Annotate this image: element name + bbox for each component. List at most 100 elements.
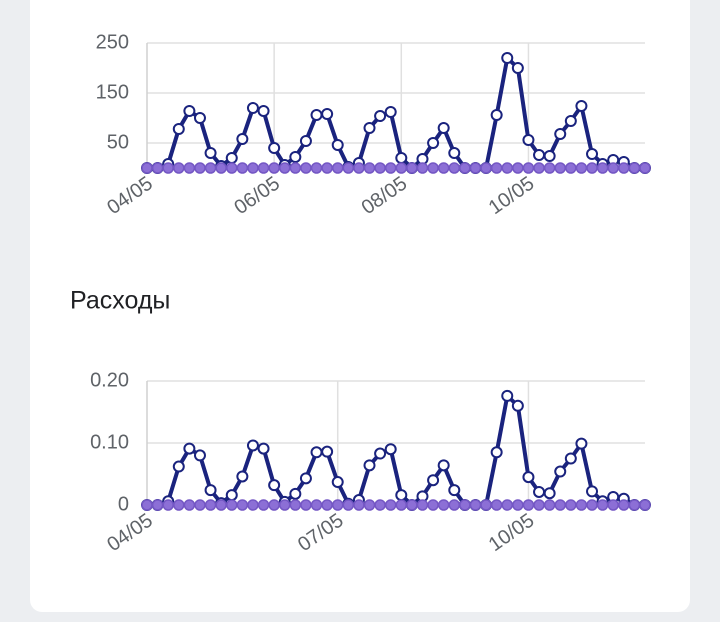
data-point	[480, 499, 492, 511]
data-point	[448, 162, 461, 174]
data-point	[299, 472, 312, 485]
data-point	[490, 162, 503, 174]
y-tick-label: 50	[107, 131, 129, 153]
data-point	[564, 115, 577, 127]
data-point	[173, 162, 185, 174]
data-point	[141, 162, 153, 174]
data-point	[384, 499, 397, 511]
data-point	[586, 485, 599, 498]
data-point	[533, 149, 546, 161]
data-point	[353, 162, 365, 174]
data-point	[618, 499, 630, 511]
data-point	[310, 446, 323, 459]
data-point	[225, 152, 238, 164]
y-tick-label: 0	[118, 493, 129, 515]
data-point	[321, 445, 334, 458]
data-point	[331, 139, 344, 151]
data-point	[268, 479, 281, 492]
data-point	[395, 152, 408, 164]
y-tick-label: 0.10	[90, 431, 129, 453]
data-point	[448, 499, 461, 511]
data-point	[183, 499, 196, 511]
data-point	[300, 499, 312, 511]
data-point	[141, 499, 153, 511]
data-point	[554, 465, 567, 478]
data-point	[575, 499, 588, 511]
data-point	[363, 162, 376, 174]
data-point	[300, 162, 312, 174]
data-point	[236, 499, 249, 511]
data-point	[586, 499, 598, 511]
data-point	[172, 123, 185, 135]
data-point	[310, 109, 323, 121]
data-point	[459, 499, 471, 511]
data-point	[459, 162, 471, 174]
data-point	[353, 499, 365, 511]
data-point	[321, 108, 334, 120]
data-point	[278, 162, 291, 174]
data-point	[543, 487, 556, 500]
data-point	[374, 110, 387, 122]
data-point	[236, 162, 249, 174]
data-point	[299, 135, 312, 147]
data-point	[247, 162, 259, 174]
data-point	[596, 162, 609, 174]
data-point	[501, 162, 514, 174]
data-point	[427, 162, 439, 174]
data-point	[501, 499, 514, 511]
data-point	[406, 499, 418, 511]
y-tick-label: 250	[96, 31, 129, 53]
data-point	[374, 499, 386, 511]
data-point	[554, 128, 567, 140]
data-point	[490, 499, 503, 511]
data-point	[204, 162, 217, 174]
data-point	[162, 162, 174, 174]
data-point	[183, 442, 196, 455]
data-point	[331, 162, 344, 174]
data-point	[310, 162, 323, 174]
data-point	[384, 162, 397, 174]
data-point	[554, 499, 566, 511]
data-point	[512, 162, 524, 174]
data-point	[522, 471, 535, 484]
data-point	[501, 52, 514, 64]
data-point	[363, 122, 376, 134]
data-point	[543, 150, 556, 162]
data-point	[215, 162, 227, 174]
data-point	[406, 162, 418, 174]
data-point	[204, 484, 217, 497]
data-point	[289, 499, 302, 511]
data-point	[173, 499, 185, 511]
data-point	[331, 499, 344, 511]
data-point	[183, 105, 196, 117]
data-point	[204, 499, 217, 511]
data-point	[448, 484, 461, 497]
data-point	[151, 162, 164, 174]
data-point	[533, 485, 546, 498]
data-point	[416, 499, 429, 511]
data-point	[215, 499, 227, 511]
data-point	[194, 499, 206, 511]
data-point	[554, 162, 566, 174]
data-point	[246, 102, 259, 114]
data-point	[490, 109, 503, 121]
data-point	[342, 499, 355, 511]
data-point	[511, 399, 524, 412]
data-point	[226, 499, 238, 511]
data-point	[193, 449, 206, 462]
data-point	[480, 162, 492, 174]
data-point	[448, 147, 461, 159]
data-point	[522, 499, 535, 511]
data-point	[236, 133, 249, 145]
data-point	[363, 459, 376, 472]
data-point	[183, 162, 196, 174]
data-point	[193, 112, 206, 124]
data-point	[490, 446, 503, 459]
data-point	[384, 106, 397, 118]
data-point	[246, 439, 259, 452]
data-point	[194, 162, 206, 174]
data-point	[289, 151, 302, 163]
data-point	[321, 499, 333, 511]
data-point	[268, 499, 280, 511]
